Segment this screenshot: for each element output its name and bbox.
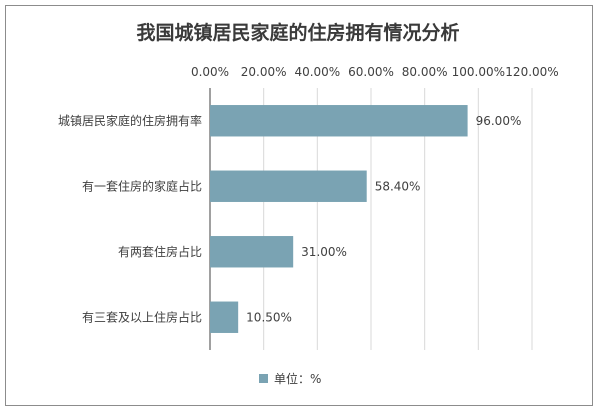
data-labels: 96.00% 58.40% 31.00% 10.50% [246, 114, 521, 325]
data-label: 58.40% [375, 179, 421, 193]
x-tick-label: 60.00% [348, 65, 394, 79]
data-label: 10.50% [246, 310, 292, 324]
x-tick-label: 40.00% [294, 65, 340, 79]
chart-title: 我国城镇居民家庭的住房拥有情况分析 [136, 21, 459, 44]
bar [210, 105, 468, 137]
bar [210, 170, 367, 202]
category-label: 城镇居民家庭的住房拥有率 [58, 113, 202, 128]
x-tick-label: 20.00% [241, 65, 287, 79]
category-label: 有一套住房的家庭占比 [82, 178, 202, 193]
legend: 单位：% [259, 371, 321, 386]
data-label: 31.00% [301, 245, 347, 259]
x-axis-ticks: 0.00% 20.00% 40.00% 60.00% 80.00% 100.00% 120.… [191, 65, 559, 79]
legend-label: 单位：% [274, 371, 321, 386]
x-tick-label: 0.00% [191, 65, 229, 79]
legend-swatch [259, 374, 268, 383]
chart-frame [5, 5, 593, 406]
bar [210, 301, 239, 333]
bars [210, 105, 468, 333]
data-label: 96.00% [476, 114, 522, 128]
x-tick-label: 120.00% [505, 65, 558, 79]
category-label: 有三套及以上住房占比 [82, 309, 202, 324]
bar [210, 236, 294, 268]
x-tick-label: 100.00% [452, 65, 505, 79]
x-tick-label: 80.00% [402, 65, 448, 79]
category-label: 有两套住房占比 [118, 244, 202, 259]
